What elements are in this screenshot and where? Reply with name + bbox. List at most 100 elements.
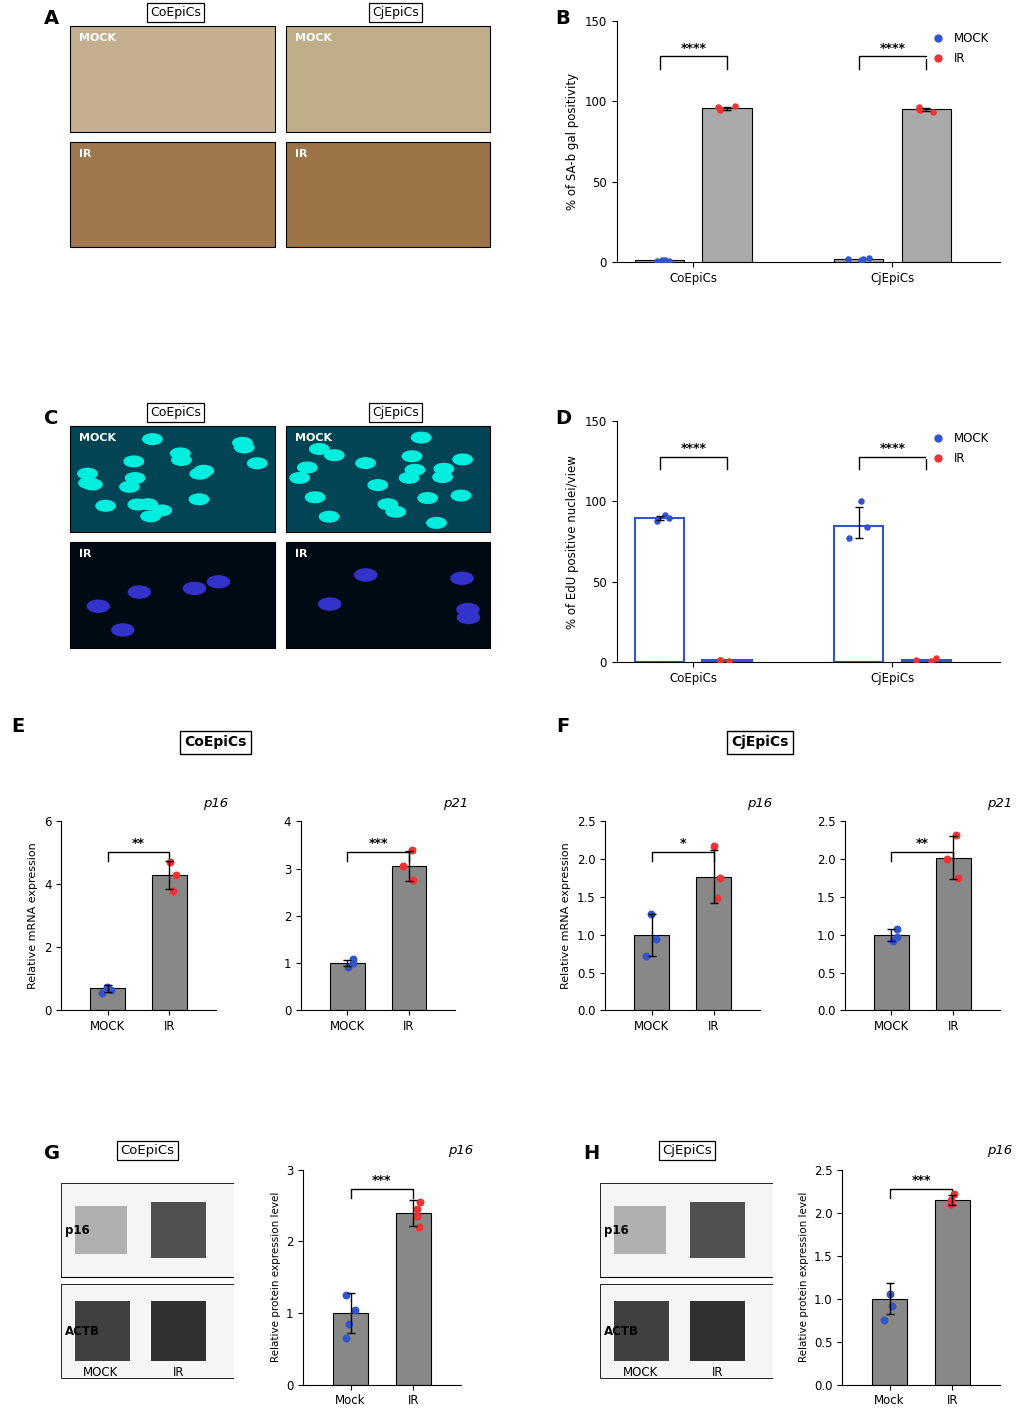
Bar [70,541,274,647]
Point [660,249,677,271]
Text: A: A [44,8,59,28]
Point [99,975,115,998]
Bar [285,427,490,531]
Text: p16: p16 [203,797,228,810]
Bar [329,964,364,1010]
Circle shape [411,432,430,442]
Bar [332,1313,368,1385]
Point [947,824,963,846]
Circle shape [432,472,451,482]
Point [852,490,868,513]
Point [883,930,900,952]
Circle shape [318,598,340,610]
Point [924,100,941,123]
Point [726,95,742,117]
Text: G: G [44,1145,60,1163]
Circle shape [207,575,229,588]
Bar [834,526,882,661]
Bar [834,259,882,261]
Circle shape [125,473,145,483]
Point [711,866,728,889]
Circle shape [305,492,324,503]
Bar [70,25,274,131]
Point [409,1205,425,1228]
Point [344,952,361,975]
Text: IR: IR [78,548,92,558]
Point [647,927,663,950]
Bar [702,107,751,261]
Y-axis label: Relative mRNA expression: Relative mRNA expression [29,842,39,989]
Bar [871,1299,906,1385]
Circle shape [356,458,375,468]
Point [705,834,721,856]
Text: **: ** [915,836,928,849]
Bar [70,427,274,531]
Text: E: E [11,718,24,736]
Circle shape [450,490,470,500]
Text: p16: p16 [64,1224,90,1236]
Bar [90,988,125,1010]
Point [840,247,856,270]
Text: IR: IR [294,148,307,158]
Text: MOCK: MOCK [294,434,331,444]
Circle shape [190,495,209,504]
Text: CjEpiCs: CjEpiCs [372,406,419,418]
Circle shape [232,438,252,448]
Bar [690,1301,745,1361]
Point [344,948,361,971]
Bar [395,1212,431,1385]
Text: CjEpiCs: CjEpiCs [661,1145,711,1157]
Text: IR: IR [711,1366,722,1379]
Text: p16: p16 [447,1145,473,1157]
Text: H: H [583,1145,598,1163]
Text: MOCK: MOCK [84,1366,118,1379]
Circle shape [248,458,267,469]
Circle shape [418,493,437,503]
Text: ACTB: ACTB [603,1324,638,1338]
Circle shape [170,448,190,459]
Circle shape [457,612,479,623]
Bar [613,1301,668,1361]
Circle shape [78,478,98,489]
Point [642,903,658,926]
Circle shape [96,500,115,512]
Point [927,647,944,670]
Circle shape [119,482,139,492]
Bar [151,1202,206,1258]
Point [340,1313,357,1335]
Circle shape [83,479,102,490]
Text: CoEpiCs: CoEpiCs [150,6,201,18]
Bar [696,876,731,1010]
Point [945,1183,961,1205]
Circle shape [399,472,419,483]
Circle shape [128,499,148,510]
Point [949,866,965,889]
Point [711,99,728,122]
Circle shape [194,465,213,476]
Bar [285,141,490,247]
Text: CjEpiCs: CjEpiCs [372,6,419,18]
Text: CoEpiCs: CoEpiCs [120,1145,174,1157]
Circle shape [310,444,329,454]
Point [404,838,420,861]
Point [911,99,927,122]
Circle shape [355,569,376,581]
Point [907,649,923,671]
Text: C: C [44,410,58,428]
Circle shape [77,468,97,479]
Text: CoEpiCs: CoEpiCs [150,406,201,418]
Text: ****: **** [878,42,905,55]
Circle shape [138,499,157,510]
Bar [75,1301,130,1361]
Point [162,851,178,873]
Bar [152,875,186,1010]
Point [337,1284,354,1307]
Point [94,982,110,1005]
Text: ***: *** [910,1174,930,1187]
Y-axis label: Relative protein expression level: Relative protein expression level [270,1193,280,1362]
Circle shape [88,601,109,612]
Bar [901,660,950,661]
Point [648,510,664,533]
Bar [70,141,274,247]
Point [883,1294,900,1317]
